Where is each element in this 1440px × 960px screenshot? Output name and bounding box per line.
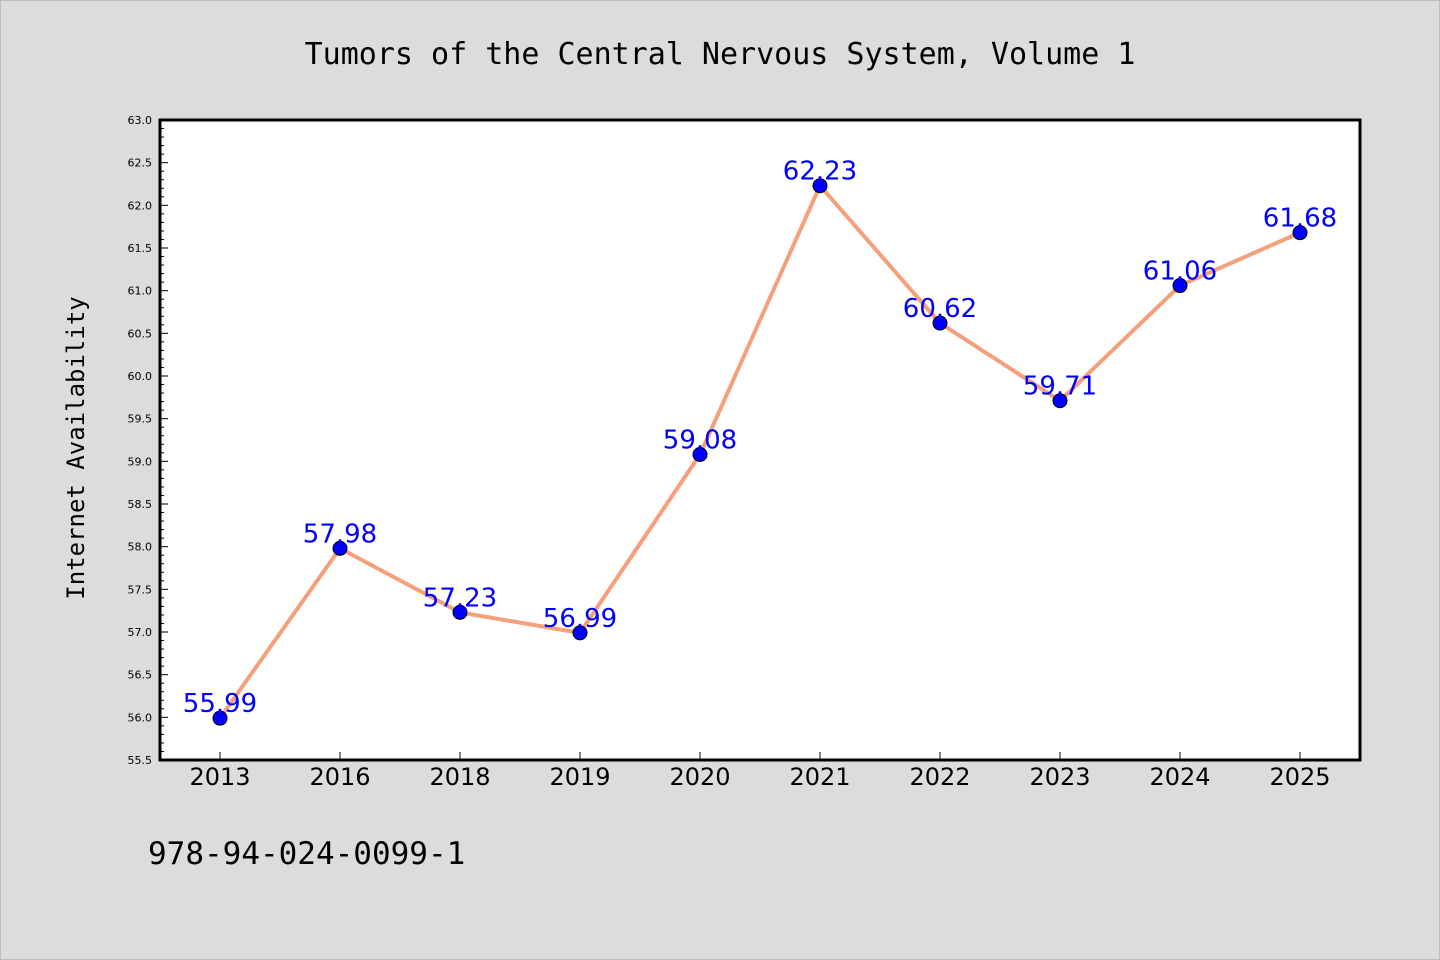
x-tick-label: 2020 <box>669 763 730 791</box>
x-tick-label: 2019 <box>549 763 610 791</box>
data-point <box>932 315 948 331</box>
data-label: 61.68 <box>1263 204 1337 234</box>
x-tick-label: 2018 <box>429 763 490 791</box>
plot-area <box>160 120 1360 760</box>
x-tick-label: 2016 <box>309 763 370 791</box>
data-label: 59.71 <box>1023 372 1097 402</box>
y-tick-label: 56.0 <box>128 711 153 724</box>
x-tick-label: 2022 <box>909 763 970 791</box>
y-axis-ticks: 55.5 56.0 56.5 57.0 57.5 58.0 58.5 59.0 59.5 60.0… <box>128 114 168 767</box>
data-point <box>692 447 708 463</box>
data-point <box>812 178 828 194</box>
y-tick-label: 55.5 <box>128 754 153 767</box>
x-tick-label: 2021 <box>789 763 850 791</box>
y-tick-label: 58.0 <box>128 541 153 554</box>
x-tick-label: 2013 <box>189 763 250 791</box>
footer-isbn: 978-94-024-0099-1 <box>148 836 465 872</box>
data-point <box>452 604 468 620</box>
data-point <box>572 625 588 641</box>
plot-border <box>158 118 1362 762</box>
y-tick-label: 61.0 <box>128 285 153 298</box>
y-tick-label: 60.5 <box>128 327 153 340</box>
data-label: 57.98 <box>303 519 377 549</box>
y-tick-label: 59.5 <box>128 413 153 426</box>
data-label: 57.23 <box>423 583 497 613</box>
x-tick-label: 2025 <box>1269 763 1330 791</box>
y-tick-label: 58.5 <box>128 498 153 511</box>
data-label: 62.23 <box>783 157 857 187</box>
y-tick-label: 57.0 <box>128 626 153 639</box>
y-tick-label: 62.5 <box>128 157 153 170</box>
y-tick-label: 60.0 <box>128 370 153 383</box>
data-label: 59.08 <box>663 426 737 456</box>
data-point <box>1172 278 1188 294</box>
data-label: 61.06 <box>1143 257 1217 287</box>
x-axis-ticks: 2013 2016 2018 2019 2020 2021 2022 2023 2024 2025 <box>189 752 1331 791</box>
y-axis-label: Internet Availability <box>62 296 90 599</box>
series-line <box>218 183 1301 720</box>
data-point <box>1052 393 1068 409</box>
data-point <box>212 710 228 726</box>
y-tick-label: 56.5 <box>128 669 153 682</box>
x-tick-label: 2024 <box>1149 763 1210 791</box>
y-tick-label: 62.0 <box>128 199 153 212</box>
y-tick-label: 59.0 <box>128 455 153 468</box>
chart-title: Tumors of the Central Nervous System, Vo… <box>305 37 1136 72</box>
series-group: 55.99 57.98 57.23 56.99 59.08 62.23 60.62 59.71… <box>183 157 1337 726</box>
y-tick-label: 57.5 <box>128 583 153 596</box>
x-tick-label: 2023 <box>1029 763 1090 791</box>
data-point <box>332 540 348 556</box>
data-point <box>1292 225 1308 241</box>
data-label: 55.99 <box>183 689 257 719</box>
y-tick-label: 63.0 <box>128 114 153 127</box>
data-label: 60.62 <box>903 294 977 324</box>
data-label: 56.99 <box>543 604 617 634</box>
y-tick-label: 61.5 <box>128 242 153 255</box>
